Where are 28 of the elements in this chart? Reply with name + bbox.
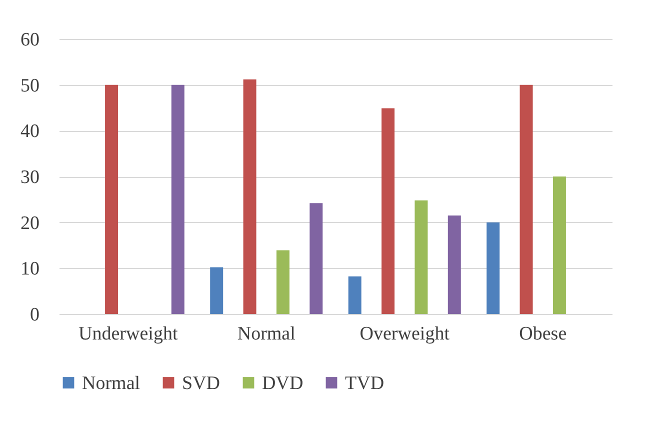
bar (348, 276, 362, 314)
bar (552, 176, 566, 314)
y-tick-label: 0 (30, 304, 40, 326)
x-tick-label: Normal (237, 324, 296, 344)
bar (486, 222, 500, 314)
legend-label: DVD (262, 372, 304, 394)
y-tick-label: 30 (20, 167, 40, 188)
x-tick-label: Overweight (360, 324, 450, 344)
bar (382, 108, 395, 314)
y-tick-label: 50 (20, 75, 40, 96)
bar (520, 84, 533, 314)
bar (414, 200, 428, 314)
y-tick-label: 20 (20, 212, 40, 234)
bar (276, 250, 290, 314)
legend-label: Normal (82, 372, 140, 394)
y-tick-label: 60 (20, 30, 40, 50)
x-tick-label: Obese (519, 324, 567, 344)
bar (448, 215, 461, 314)
x-tick-label: Underweight (78, 324, 178, 344)
legend-label: SVD (182, 372, 220, 394)
bar (243, 79, 256, 314)
bar (210, 267, 224, 314)
y-tick-label: 10 (20, 258, 40, 280)
y-tick-label: 40 (20, 121, 40, 142)
bar (105, 84, 118, 314)
legend-label: TVD (345, 372, 384, 394)
bar (171, 84, 184, 314)
bar (310, 203, 323, 314)
